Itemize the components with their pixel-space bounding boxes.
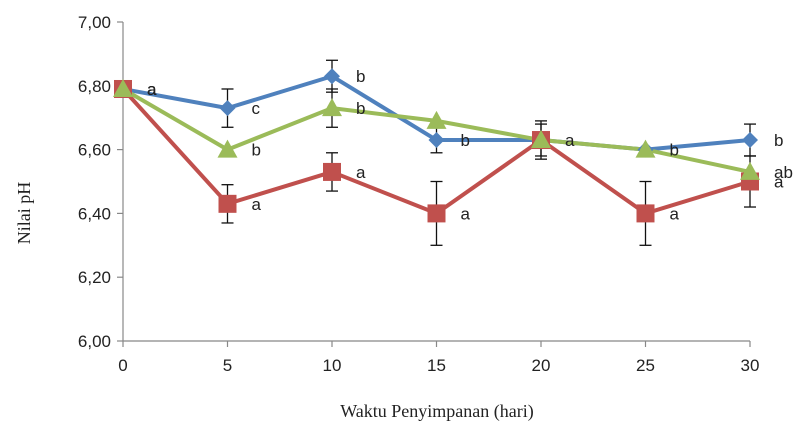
y-tick-label: 6,00	[78, 332, 111, 351]
triangle-marker	[531, 130, 551, 149]
triangle-marker	[635, 139, 656, 158]
x-tick-label: 10	[323, 356, 342, 375]
triangle-marker	[113, 78, 133, 97]
x-tick-label: 0	[118, 356, 127, 375]
significance-label: a	[774, 173, 784, 192]
significance-label: b	[252, 141, 261, 160]
x-tick-label: 15	[427, 356, 446, 375]
y-tick-label: 6,40	[78, 204, 111, 223]
significance-label: a	[670, 204, 680, 223]
significance-label: a	[252, 195, 262, 214]
y-tick-label: 7,00	[78, 13, 111, 32]
square-marker	[218, 194, 237, 213]
y-tick-label: 6,60	[78, 141, 111, 160]
significance-label: a	[147, 80, 157, 99]
significance-label: a	[147, 80, 157, 99]
x-tick-label: 20	[532, 356, 551, 375]
significance-label: b	[356, 67, 365, 86]
significance-label: b	[774, 131, 783, 150]
significance-label: ab	[774, 163, 793, 182]
x-axis-title: Waktu Penyimpanan (hari)	[340, 401, 534, 422]
significance-label: a	[147, 80, 157, 99]
x-tick-label: 5	[223, 356, 232, 375]
square-marker	[427, 204, 446, 223]
triangle-marker	[322, 98, 342, 117]
x-tick-label: 25	[636, 356, 655, 375]
y-axis-title: Nilai pH	[14, 182, 34, 245]
diamond-marker	[324, 68, 340, 85]
series-markers	[113, 68, 760, 223]
significance-label: a	[461, 204, 471, 223]
significance-label: b	[356, 99, 365, 118]
square-marker	[323, 162, 341, 181]
significance-label: a	[356, 163, 366, 182]
diamond-marker	[219, 100, 236, 117]
significance-label: c	[252, 99, 261, 118]
significance-label: b	[461, 131, 470, 150]
x-tick-label: 30	[741, 356, 760, 375]
triangle-marker	[217, 139, 238, 158]
axes: 6,00 6,20 6,40 6,60 6,80 7,00 0 5 10 15 20 25 30	[78, 13, 760, 375]
triangle-marker	[426, 110, 447, 129]
triangle-marker	[740, 161, 760, 180]
significance-label: b	[670, 141, 679, 160]
diamond-marker	[742, 132, 758, 149]
diamond-marker	[428, 132, 445, 149]
significance-label: a	[565, 131, 575, 150]
square-marker	[636, 204, 655, 223]
y-tick-label: 6,80	[78, 77, 111, 96]
y-tick-label: 6,20	[78, 268, 111, 287]
